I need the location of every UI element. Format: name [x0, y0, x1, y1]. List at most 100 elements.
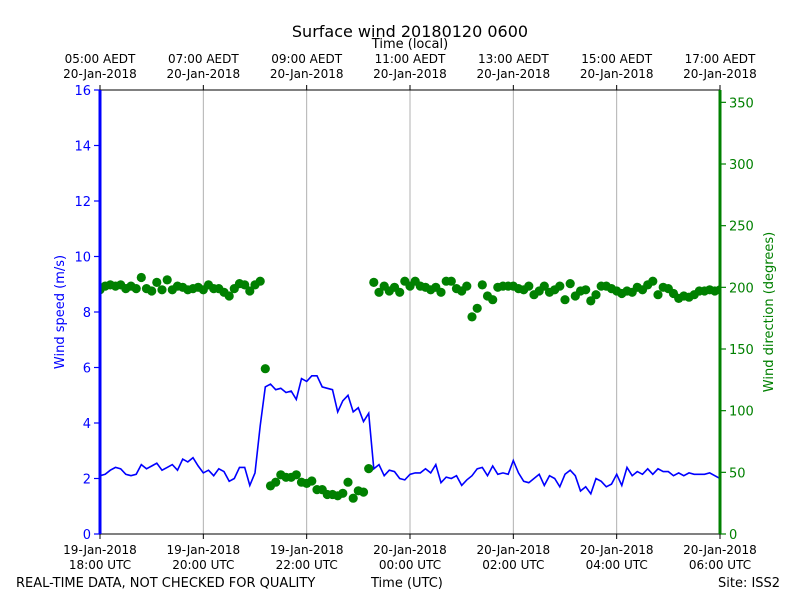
wind-direction-point	[152, 277, 162, 287]
right-axis-label: Wind direction (degrees)	[762, 232, 777, 392]
top-tick-time: 17:00 AEDT	[685, 52, 756, 66]
wind-direction-point	[255, 276, 265, 286]
left-tick-label: 10	[74, 251, 91, 266]
wind-direction-point	[338, 488, 348, 498]
wind-direction-point	[555, 281, 565, 291]
wind-direction-point	[343, 477, 353, 487]
wind-direction-point	[245, 286, 255, 296]
right-tick-label: 200	[729, 281, 754, 296]
vertical-grid	[202, 90, 618, 534]
wind-direction-point	[462, 281, 472, 291]
right-tick-label: 100	[729, 405, 754, 420]
wind-direction-point	[147, 286, 157, 296]
left-axis-label: Wind speed (m/s)	[53, 255, 68, 369]
top-tick-date: 20-Jan-2018	[167, 67, 241, 81]
wind-direction-point	[746, 305, 755, 314]
wind-direction-point	[131, 284, 141, 294]
wind-direction-point	[358, 487, 369, 497]
bottom-tick-time: 22:00 UTC	[276, 558, 338, 572]
left-tick-label: 12	[74, 195, 91, 210]
bottom-tick-date: 19-Jan-2018	[167, 543, 241, 557]
left-axis-ticks: 0 2 4 6 8 10 12 14 16	[74, 84, 100, 543]
right-tick-label: 0	[729, 528, 737, 543]
wind-direction-point	[446, 276, 456, 286]
left-tick-label: 16	[74, 84, 91, 99]
wind-direction-point	[240, 280, 250, 290]
wind-direction-point	[136, 272, 146, 283]
wind-direction-point	[591, 290, 601, 300]
top-tick-date: 20-Jan-2018	[580, 67, 654, 81]
wind-direction-point	[467, 312, 477, 322]
left-tick-label: 6	[83, 362, 91, 377]
bottom-tick-date: 20-Jan-2018	[580, 543, 654, 557]
wind-direction-point	[157, 285, 167, 295]
wind-direction-point	[586, 296, 596, 306]
top-tick-time: 15:00 AEDT	[581, 52, 652, 66]
top-tick-time: 09:00 AEDT	[271, 52, 342, 66]
right-axis-ticks: 0 50 100 150 200 250 300 350	[720, 96, 754, 543]
right-tick-label: 150	[729, 343, 754, 358]
chart-title: Surface wind 20180120 0600	[292, 22, 528, 41]
bottom-tick-date: 20-Jan-2018	[683, 543, 757, 557]
left-tick-label: 2	[83, 473, 91, 488]
bottom-tick-date: 19-Jan-2018	[63, 543, 137, 557]
quality-disclaimer: REAL-TIME DATA, NOT CHECKED FOR QUALITY	[16, 576, 316, 591]
top-axis-label: Time (local)	[371, 37, 448, 52]
wind-direction-point	[307, 476, 317, 486]
wind-direction-point	[648, 276, 658, 286]
bottom-tick-time: 20:00 UTC	[172, 558, 234, 572]
wind-direction-point	[560, 295, 570, 305]
wind-direction-point	[565, 279, 575, 289]
bottom-tick-date: 20-Jan-2018	[373, 543, 447, 557]
wind-speed-series	[100, 374, 720, 496]
wind-direction-point	[524, 281, 534, 291]
bottom-tick-date: 19-Jan-2018	[270, 543, 344, 557]
wind-direction-point	[395, 287, 405, 297]
wind-direction-point	[477, 280, 487, 290]
right-tick-label: 300	[729, 158, 754, 173]
top-tick-date: 20-Jan-2018	[63, 67, 137, 81]
wind-direction-point	[260, 364, 270, 374]
bottom-tick-time: 02:00 UTC	[482, 558, 544, 572]
right-tick-label: 50	[729, 466, 746, 481]
wind-direction-point	[374, 287, 384, 297]
wind-direction-point	[364, 464, 374, 474]
bottom-tick-time: 18:00 UTC	[69, 558, 131, 572]
wind-direction-point	[162, 275, 172, 285]
wind-direction-point	[348, 493, 358, 503]
top-tick-time: 11:00 AEDT	[375, 52, 446, 66]
wind-direction-point	[539, 281, 549, 291]
wind-direction-point	[752, 270, 761, 279]
top-tick-time: 07:00 AEDT	[168, 52, 239, 66]
wind-direction-point	[224, 291, 234, 301]
site-label: Site: ISS2	[718, 576, 781, 591]
wind-direction-point	[472, 303, 482, 313]
wind-direction-point	[777, 290, 786, 299]
top-tick-date: 20-Jan-2018	[683, 67, 757, 81]
wind-direction-point	[653, 290, 663, 300]
wind-direction-point	[291, 470, 301, 480]
bottom-tick-time: 04:00 UTC	[586, 558, 648, 572]
wind-direction-point	[488, 295, 498, 305]
left-tick-label: 0	[83, 528, 91, 543]
wind-direction-point	[783, 286, 792, 295]
left-tick-label: 4	[83, 417, 91, 432]
left-tick-label: 8	[83, 306, 91, 321]
wind-direction-point	[581, 285, 591, 295]
top-tick-time: 13:00 AEDT	[478, 52, 549, 66]
bottom-tick-date: 20-Jan-2018	[477, 543, 551, 557]
right-tick-label: 350	[729, 96, 754, 111]
wind-direction-point	[436, 287, 446, 297]
bottom-tick-time: 00:00 UTC	[379, 558, 441, 572]
left-tick-label: 14	[74, 140, 91, 155]
wind-direction-point	[369, 277, 379, 287]
wind-direction-point	[793, 291, 800, 300]
wind-direction-point	[271, 477, 281, 487]
top-tick-date: 20-Jan-2018	[270, 67, 344, 81]
bottom-axis-label: Time (UTC)	[371, 576, 443, 591]
top-tick-time: 05:00 AEDT	[65, 52, 136, 66]
wind-speed-line	[100, 374, 720, 496]
